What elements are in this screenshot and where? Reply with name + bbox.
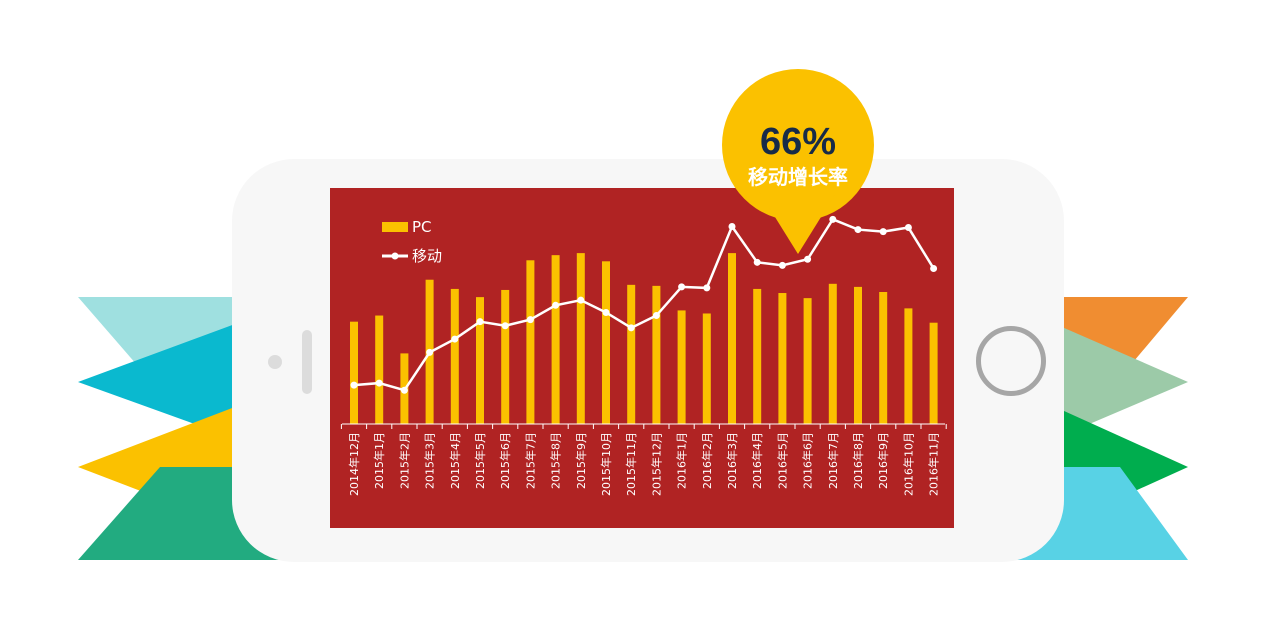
phone-camera xyxy=(268,355,282,369)
chart-legend: PC 移动 xyxy=(382,218,442,265)
x-tick-label: 2015年3月 xyxy=(423,432,437,489)
growth-rate-value: 66% xyxy=(759,121,837,163)
legend-swatch-mobile-dot xyxy=(391,252,399,260)
x-tick-label: 2015年7月 xyxy=(523,432,537,489)
bar-pc xyxy=(526,260,535,424)
line-point-mobile xyxy=(703,284,711,292)
bar-pc xyxy=(627,284,636,424)
line-point-mobile xyxy=(577,296,585,304)
x-tick-label: 2016年4月 xyxy=(750,432,764,489)
x-tick-label: 2016年2月 xyxy=(700,432,714,489)
x-tick-label: 2015年2月 xyxy=(397,432,411,489)
line-point-mobile xyxy=(602,308,610,316)
bar-pc xyxy=(602,261,610,424)
x-axis-labels: 2014年12月 2015年1月 2015年2月 2015年3月 2015年4月 2015… xyxy=(347,432,941,496)
bar-pc xyxy=(753,288,762,424)
chart-background xyxy=(330,188,954,528)
line-point-mobile xyxy=(854,226,862,234)
bar-pc xyxy=(803,298,812,424)
line-point-mobile xyxy=(350,381,358,389)
line-point-mobile xyxy=(778,261,786,269)
x-tick-label: 2016年8月 xyxy=(851,432,865,489)
bar-pc xyxy=(778,293,787,424)
bar-pc xyxy=(551,255,560,424)
line-point-mobile xyxy=(552,301,560,309)
x-tick-label: 2015年5月 xyxy=(473,432,487,489)
x-axis-ticks xyxy=(340,424,947,429)
bar-pc xyxy=(450,288,459,424)
x-tick-label: 2016年1月 xyxy=(675,432,689,489)
bar-pc xyxy=(652,285,661,424)
x-tick-label: 2016年5月 xyxy=(775,432,789,489)
bar-pc xyxy=(677,310,686,424)
chart-screen: PC 移动 2014年12月 2015年1月 2015年2月 2015年3月 2015年… xyxy=(330,188,954,528)
line-point-mobile xyxy=(930,264,938,272)
line-point-mobile xyxy=(753,258,761,266)
bar-pc xyxy=(879,292,888,424)
line-point-mobile xyxy=(728,223,736,231)
x-tick-label: 2015年4月 xyxy=(448,432,462,489)
bar-pc xyxy=(375,315,384,424)
line-point-mobile xyxy=(804,255,812,263)
x-tick-label: 2015年1月 xyxy=(372,432,386,489)
x-tick-label: 2016年10月 xyxy=(901,432,915,496)
line-point-mobile xyxy=(526,316,534,324)
growth-badge-pointer xyxy=(752,180,844,254)
x-tick-label: 2016年3月 xyxy=(725,432,739,489)
x-tick-label: 2015年12月 xyxy=(649,432,663,496)
phone-home-button xyxy=(976,326,1046,396)
bar-pc xyxy=(576,253,585,424)
bar-pc xyxy=(501,289,510,424)
line-point-mobile xyxy=(400,386,408,394)
bar-pc xyxy=(828,283,837,424)
bar-pc xyxy=(350,321,358,424)
x-tick-label: 2015年10月 xyxy=(599,432,613,496)
line-point-mobile xyxy=(476,318,484,326)
bar-pc xyxy=(728,253,736,424)
bar-pc xyxy=(476,297,484,424)
x-tick-label: 2015年8月 xyxy=(549,432,563,489)
bar-pc xyxy=(929,322,938,424)
legend-label-pc: PC xyxy=(412,218,432,236)
x-tick-label: 2016年6月 xyxy=(801,432,815,489)
line-point-mobile xyxy=(375,379,383,387)
line-point-mobile xyxy=(627,324,635,332)
phone-speaker xyxy=(302,330,312,394)
line-point-mobile xyxy=(501,322,509,330)
line-point-mobile xyxy=(652,312,660,320)
x-tick-label: 2015年9月 xyxy=(574,432,588,489)
legend-swatch-pc xyxy=(382,222,408,232)
line-point-mobile xyxy=(904,224,912,232)
legend-label-mobile: 移动 xyxy=(412,247,442,265)
line-point-mobile xyxy=(426,348,434,356)
line-point-mobile xyxy=(879,228,887,236)
line-point-mobile xyxy=(451,335,459,343)
bar-pc xyxy=(702,313,711,424)
x-tick-label: 2014年12月 xyxy=(347,432,361,496)
x-tick-label: 2016年11月 xyxy=(927,432,941,496)
x-tick-label: 2016年7月 xyxy=(826,432,840,489)
x-tick-label: 2016年9月 xyxy=(876,432,890,489)
x-tick-label: 2015年6月 xyxy=(498,432,512,489)
line-point-mobile xyxy=(678,283,686,291)
bar-pc xyxy=(854,286,862,424)
growth-rate-label: 移动增长率 xyxy=(748,165,848,189)
x-tick-label: 2015年11月 xyxy=(624,432,638,496)
bar-pc xyxy=(904,308,913,424)
